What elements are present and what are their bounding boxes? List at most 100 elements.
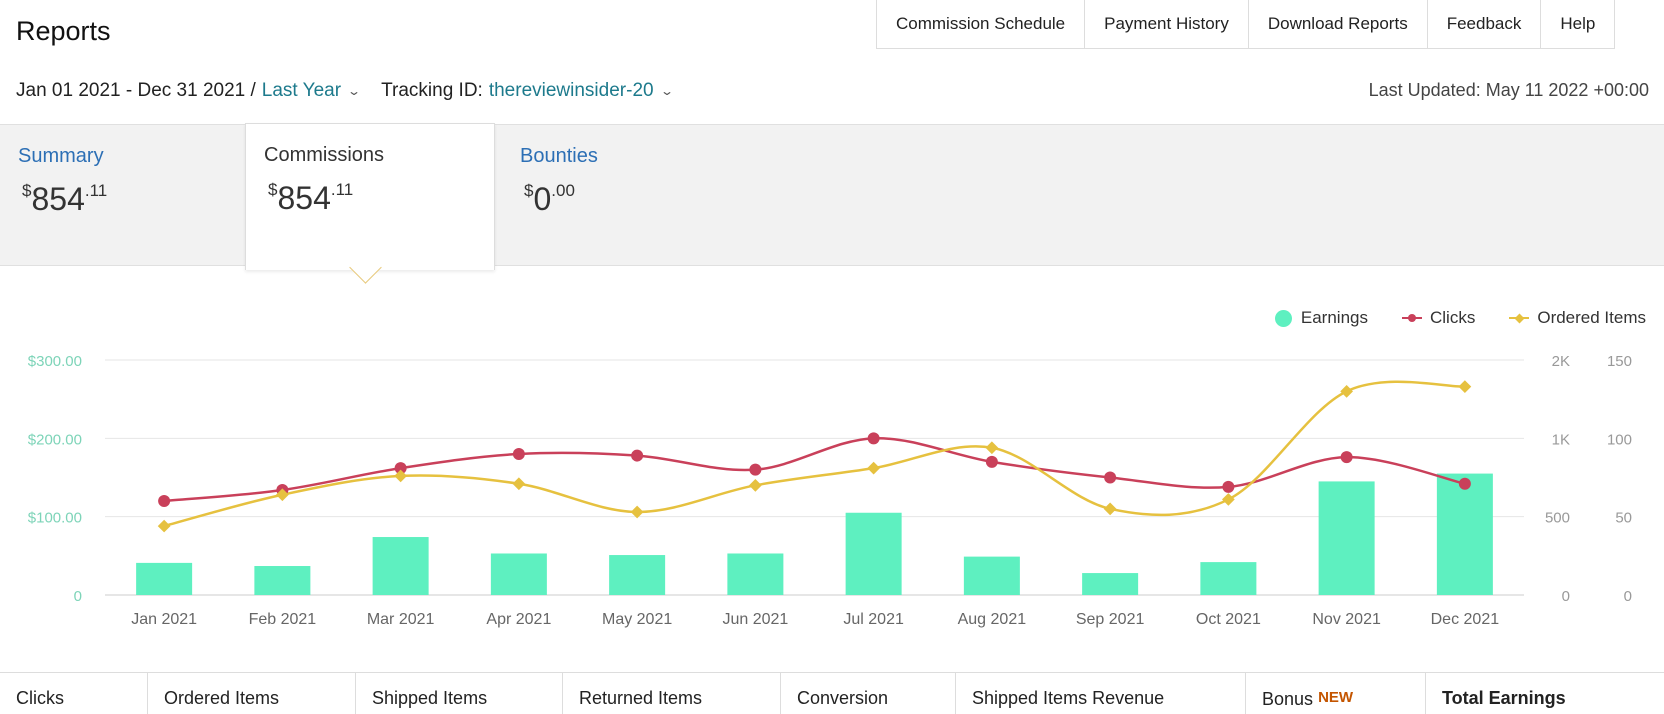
bonus-label: Bonus — [1262, 689, 1314, 709]
ordered-items-point — [867, 461, 880, 475]
legend-clicks-label: Clicks — [1430, 308, 1476, 327]
bounties-card-label: Bounties — [520, 145, 598, 167]
clicks-point — [1222, 480, 1235, 493]
chevron-down-icon[interactable]: ⌄ — [347, 84, 362, 98]
x-tick-label: Apr 2021 — [486, 611, 551, 628]
earnings-bar — [963, 556, 1020, 595]
commissions-card[interactable]: Commissions $854.11 — [245, 123, 495, 270]
y-right-ordered-tick-label: 150 — [1607, 353, 1632, 370]
x-tick-label: Jun 2021 — [722, 611, 788, 628]
y-right-clicks-tick-label: 0 — [1562, 588, 1570, 605]
column-header-total-earnings[interactable]: Total Earnings — [1442, 688, 1566, 708]
column-header-returned-items[interactable]: Returned Items — [563, 673, 781, 714]
bounties-card[interactable]: Bounties $0.00 — [502, 125, 747, 265]
y-left-tick-label: 0 — [74, 588, 82, 605]
commissions-card-label: Commissions — [264, 144, 385, 166]
x-tick-label: Mar 2021 — [367, 611, 435, 628]
earnings-bar — [254, 566, 311, 595]
earnings-bar — [1200, 562, 1257, 595]
clicks-point — [512, 448, 525, 460]
y-right-ordered-tick-label: 100 — [1607, 431, 1632, 448]
x-tick-label: Oct 2021 — [1196, 611, 1261, 628]
legend-earnings-label: Earnings — [1300, 308, 1368, 327]
column-header-ordered-items[interactable]: Ordered Items — [148, 673, 356, 714]
y-right-clicks-tick-label: 2K — [1552, 353, 1570, 370]
commission-schedule-tab[interactable]: Commission Schedule — [877, 0, 1086, 48]
clicks-swatch — [1402, 313, 1422, 323]
ordered-items-point — [394, 469, 407, 483]
clicks-point — [1458, 477, 1471, 490]
x-tick-label: Jul 2021 — [843, 611, 904, 628]
date-range-text: Jan 01 2021 - Dec 31 2021 / — [16, 80, 256, 101]
legend-ordered-items-label: Ordered Items — [1537, 308, 1646, 327]
earnings-bar — [1318, 481, 1375, 595]
ordered-items-point — [276, 488, 289, 502]
clicks-point — [1340, 451, 1353, 464]
ordered-items-point — [1222, 493, 1235, 506]
tracking-id-label: Tracking ID: — [381, 80, 483, 101]
legend-clicks[interactable]: Clicks — [1402, 308, 1475, 328]
earnings-swatch — [1274, 309, 1292, 327]
download-reports-tab[interactable]: Download Reports — [1249, 0, 1428, 48]
y-left-tick-label: $200.00 — [28, 431, 82, 448]
y-right-ordered-tick-label: 0 — [1624, 588, 1632, 605]
bounties-card-amount: $0.00 — [524, 181, 575, 217]
summary-card-amount: $854.11 — [22, 181, 108, 217]
column-header-conversion[interactable]: Conversion — [781, 673, 956, 714]
ordered-items-point — [749, 478, 762, 492]
summary-bar: Summary $854.11 Commissions $854.11 Boun… — [0, 123, 1664, 270]
y-right-clicks-tick-label: 1K — [1552, 431, 1570, 448]
clicks-point — [1104, 471, 1117, 484]
earnings-bar — [609, 555, 666, 595]
column-header-shipped-items-revenue[interactable]: Shipped Items Revenue — [956, 673, 1246, 714]
x-tick-label: Aug 2021 — [958, 611, 1027, 628]
earnings-bar — [1082, 573, 1139, 595]
x-tick-label: May 2021 — [602, 611, 672, 628]
y-right-clicks-tick-label: 500 — [1545, 510, 1570, 527]
column-header-bonus[interactable]: Bonus NEW — [1246, 673, 1426, 714]
clicks-point — [631, 449, 644, 462]
feedback-tab[interactable]: Feedback — [1428, 0, 1542, 48]
report-filters: Jan 01 2021 - Dec 31 2021 / Last Year ⌄ … — [16, 80, 694, 102]
ordered-items-point — [985, 441, 999, 455]
summary-card-label: Summary — [18, 145, 104, 167]
tracking-id-dropdown[interactable]: thereviewinsider-20 — [488, 80, 654, 101]
legend-earnings[interactable]: Earnings — [1274, 308, 1368, 328]
ordered-items-swatch — [1509, 313, 1530, 323]
report-table-header: Clicks Ordered Items Shipped Items Retur… — [0, 672, 1664, 714]
commissions-card-amount: $854.11 — [268, 180, 354, 216]
payment-history-tab[interactable]: Payment History — [1085, 0, 1249, 48]
top-navigation: Commission Schedule Payment History Down… — [876, 0, 1616, 49]
clicks-point — [749, 463, 762, 476]
column-header-clicks[interactable]: Clicks — [0, 673, 148, 714]
earnings-bar — [845, 512, 902, 595]
page-title: Reports — [16, 16, 111, 46]
ordered-items-point — [1103, 502, 1117, 516]
clicks-line — [164, 437, 1466, 503]
chevron-down-icon[interactable]: ⌄ — [659, 84, 674, 98]
y-left-tick-label: $100.00 — [28, 510, 82, 527]
legend-ordered-items[interactable]: Ordered Items — [1509, 308, 1646, 328]
earnings-bar — [1436, 473, 1493, 595]
x-tick-label: Dec 2021 — [1431, 611, 1500, 628]
period-dropdown[interactable]: Last Year — [261, 80, 342, 101]
y-left-tick-label: $300.00 — [28, 353, 82, 370]
earnings-bar — [727, 553, 784, 595]
clicks-point — [158, 495, 171, 507]
ordered-items-point — [512, 477, 526, 491]
y-right-ordered-tick-label: 50 — [1615, 510, 1632, 527]
ordered-items-point — [1458, 380, 1472, 393]
x-tick-label: Jan 2021 — [131, 611, 197, 628]
earnings-bar — [372, 537, 429, 595]
clicks-point — [867, 432, 880, 445]
help-tab[interactable]: Help — [1541, 0, 1616, 48]
x-tick-label: Sep 2021 — [1076, 611, 1145, 628]
summary-card[interactable]: Summary $854.11 — [0, 125, 245, 265]
new-badge: NEW — [1318, 689, 1354, 706]
column-header-shipped-items[interactable]: Shipped Items — [356, 673, 563, 714]
chart-legend: Earnings Clicks Ordered Items — [1241, 308, 1646, 328]
earnings-bar — [136, 562, 193, 595]
clicks-point — [985, 455, 998, 468]
ordered-items-point — [157, 519, 171, 533]
clicks-point — [394, 462, 407, 475]
